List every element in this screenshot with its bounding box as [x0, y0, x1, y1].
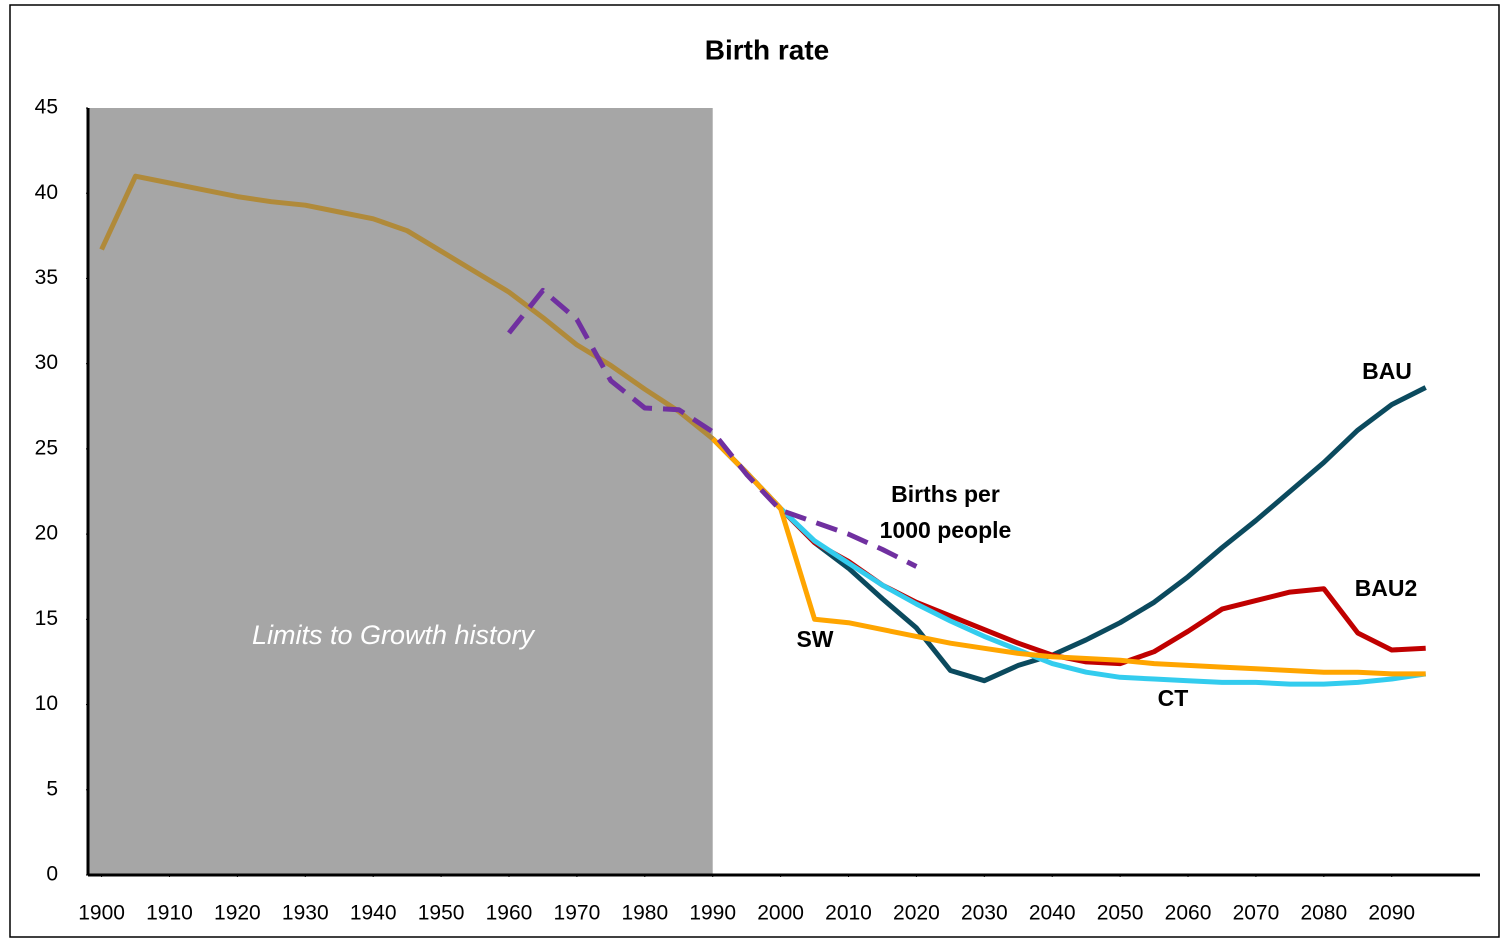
x-tick-label: 2000	[757, 902, 804, 925]
x-tick-label: 2010	[825, 902, 872, 925]
history-shade	[88, 108, 713, 875]
x-tick-label: 1980	[621, 902, 668, 925]
y-tick-label: 20	[35, 522, 58, 545]
x-tick-label: 1940	[350, 902, 397, 925]
x-tick-label: 2080	[1300, 902, 1347, 925]
x-tick-label: 1990	[689, 902, 736, 925]
y-tick-label: 45	[35, 96, 58, 119]
x-tick-label: 2050	[1097, 902, 1144, 925]
series-line	[99, 173, 715, 441]
x-tick-label: 1900	[78, 902, 125, 925]
y-tick-label: 40	[35, 181, 58, 204]
x-tick-label: 1910	[146, 902, 193, 925]
x-tick-label: 2020	[893, 902, 940, 925]
y-tick-label: 10	[35, 692, 58, 715]
series-label: Births per 1000 people	[879, 481, 1012, 543]
y-tick-label: 35	[35, 266, 58, 289]
x-tick-label: 1930	[282, 902, 329, 925]
shade-layer	[88, 108, 713, 875]
y-tick-label: 25	[35, 436, 58, 459]
series-label: BAU2	[1355, 575, 1418, 601]
y-tick-label: 5	[46, 777, 58, 800]
y-tick-label: 30	[35, 351, 58, 374]
annotation: Limits to Growth history	[252, 620, 536, 650]
y-tick-label: 0	[46, 863, 58, 886]
x-tick-label: 1970	[554, 902, 601, 925]
series-label: SW	[796, 626, 833, 652]
series-label: CT	[1158, 685, 1189, 711]
x-tick-label: 1920	[214, 902, 261, 925]
x-tick-label: 2040	[1029, 902, 1076, 925]
x-tick-label: 2030	[961, 902, 1008, 925]
series-line	[710, 385, 1427, 684]
x-tick-label: 2090	[1368, 902, 1415, 925]
series-line	[710, 436, 1426, 677]
series-line	[710, 436, 1427, 687]
x-tick-label: 2060	[1165, 902, 1212, 925]
series-label: BAU	[1362, 358, 1412, 384]
y-tick-label: 15	[35, 607, 58, 630]
chart-title: Birth rate	[705, 34, 829, 65]
x-tick-label: 1960	[486, 902, 533, 925]
x-tick-label: 1950	[418, 902, 465, 925]
series-line	[507, 287, 918, 569]
x-tick-label: 2070	[1233, 902, 1280, 925]
